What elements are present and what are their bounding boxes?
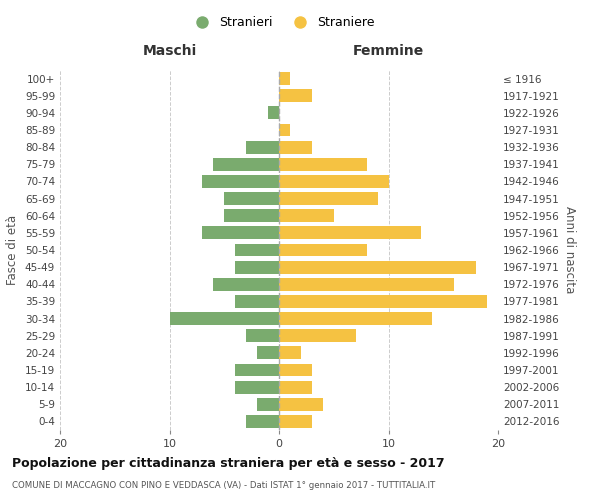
Bar <box>279 90 312 102</box>
Bar <box>257 398 279 410</box>
Bar <box>279 158 367 170</box>
Bar <box>279 124 290 136</box>
Bar <box>279 72 290 85</box>
Bar <box>202 175 279 188</box>
Bar <box>279 295 487 308</box>
Bar <box>279 330 356 342</box>
Y-axis label: Fasce di età: Fasce di età <box>7 215 19 285</box>
Bar <box>202 226 279 239</box>
Bar <box>279 346 301 360</box>
Bar <box>279 175 389 188</box>
Bar <box>224 192 279 205</box>
Bar <box>246 330 279 342</box>
Bar <box>235 260 279 274</box>
Bar <box>169 312 279 325</box>
Bar <box>224 210 279 222</box>
Bar <box>246 140 279 153</box>
Bar <box>268 106 279 120</box>
Bar <box>279 312 433 325</box>
Bar <box>279 226 421 239</box>
Text: Popolazione per cittadinanza straniera per età e sesso - 2017: Popolazione per cittadinanza straniera p… <box>12 458 445 470</box>
Text: Maschi: Maschi <box>142 44 197 58</box>
Bar <box>214 158 279 170</box>
Bar <box>246 415 279 428</box>
Bar <box>279 364 312 376</box>
Text: Femmine: Femmine <box>353 44 424 58</box>
Bar <box>279 210 334 222</box>
Bar <box>235 364 279 376</box>
Bar <box>214 278 279 290</box>
Bar <box>279 192 377 205</box>
Bar <box>279 398 323 410</box>
Bar <box>279 244 367 256</box>
Bar <box>235 244 279 256</box>
Text: COMUNE DI MACCAGNO CON PINO E VEDDASCA (VA) - Dati ISTAT 1° gennaio 2017 - TUTTI: COMUNE DI MACCAGNO CON PINO E VEDDASCA (… <box>12 481 435 490</box>
Bar <box>279 260 476 274</box>
Bar <box>235 380 279 394</box>
Bar <box>279 380 312 394</box>
Bar <box>257 346 279 360</box>
Bar <box>279 278 454 290</box>
Legend: Stranieri, Straniere: Stranieri, Straniere <box>184 11 380 34</box>
Bar <box>279 415 312 428</box>
Bar <box>235 295 279 308</box>
Y-axis label: Anni di nascita: Anni di nascita <box>563 206 576 294</box>
Bar <box>279 140 312 153</box>
